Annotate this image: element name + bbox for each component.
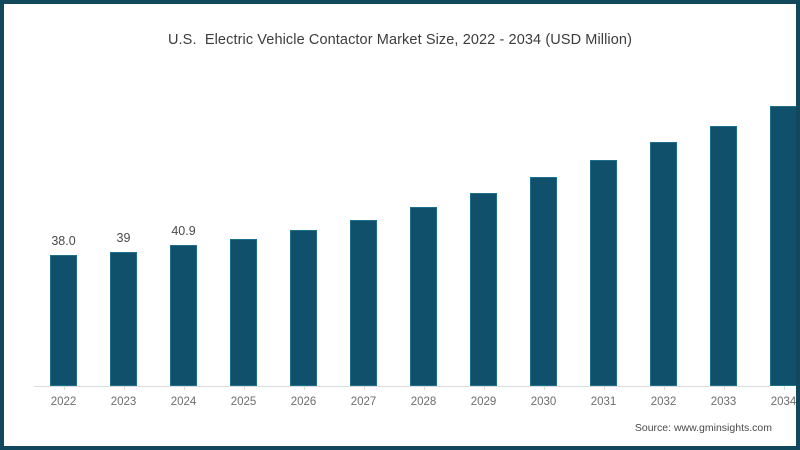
bar-2030[interactable] [530, 177, 557, 386]
page-title: U.S. Electric Vehicle Contactor Market S… [167, 32, 633, 48]
x-axis-line [34, 386, 770, 387]
bar-2029[interactable] [470, 193, 497, 386]
x-tick-2034 [783, 386, 785, 390]
bar-2027[interactable] [350, 220, 377, 386]
bar-value-label-2022: 38.0 [51, 234, 76, 248]
bar-2032[interactable] [650, 142, 677, 386]
x-tick-2027 [363, 386, 365, 390]
x-axis-label-2029: 2029 [470, 396, 497, 408]
bar-2031[interactable] [590, 160, 617, 386]
x-axis-label-2033: 2033 [710, 396, 737, 408]
bar-2033[interactable] [710, 126, 737, 386]
x-axis-label-2028: 2028 [410, 396, 437, 408]
x-axis-label-2022: 2022 [50, 396, 77, 408]
x-axis-label-2032: 2032 [650, 396, 677, 408]
bar-2022[interactable] [50, 255, 77, 386]
x-tick-2025 [243, 386, 245, 390]
bar-value-label-2024: 40.9 [171, 224, 196, 238]
bar-2028[interactable] [410, 207, 437, 386]
x-axis-label-2027: 2027 [350, 396, 377, 408]
x-tick-2023 [123, 386, 125, 390]
x-axis-label-2034: 2034 [770, 396, 797, 408]
x-tick-2030 [543, 386, 545, 390]
x-tick-2031 [603, 386, 605, 390]
bar-2034[interactable] [770, 106, 796, 386]
source-attribution: Source: www.gminsights.com [634, 422, 772, 434]
x-tick-2032 [663, 386, 665, 390]
x-tick-2029 [483, 386, 485, 390]
x-tick-2028 [423, 386, 425, 390]
x-tick-2024 [183, 386, 185, 390]
bar-2026[interactable] [290, 230, 317, 386]
bar-2023[interactable] [110, 252, 137, 386]
x-axis-label-2031: 2031 [590, 396, 617, 408]
x-axis-label-2024: 2024 [170, 396, 197, 408]
x-axis-label-2023: 2023 [110, 396, 137, 408]
x-axis-label-2026: 2026 [290, 396, 317, 408]
x-tick-2033 [723, 386, 725, 390]
bar-2025[interactable] [230, 239, 257, 386]
x-tick-2026 [303, 386, 305, 390]
x-axis-label-2025: 2025 [230, 396, 257, 408]
chart-inner-area: U.S. Electric Vehicle Contactor Market S… [4, 4, 796, 446]
x-axis-label-2030: 2030 [530, 396, 557, 408]
bar-2024[interactable] [170, 245, 197, 386]
bar-value-label-2023: 39 [116, 231, 131, 245]
x-tick-2022 [63, 386, 65, 390]
plot-area: 38.0 39 40.9 2022 2023 2024 2025 2026 2027 2028 2… [4, 4, 796, 446]
